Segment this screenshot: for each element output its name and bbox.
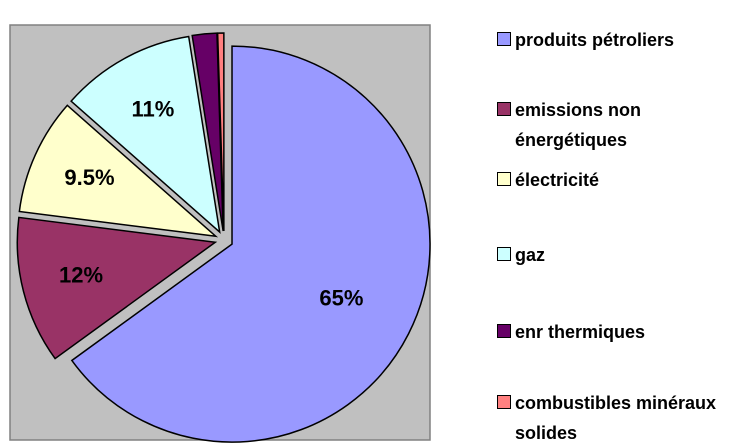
legend-label: enr thermiques [515,322,646,342]
legend-swatch [497,395,511,409]
data-label: 65% [319,286,363,311]
data-label: 9.5% [64,165,114,190]
legend-item: produits pétroliers [497,25,742,55]
legend-item: gaz [497,240,742,270]
legend-label: produits pétroliers [515,30,675,50]
legend-item: électricité [497,165,742,195]
pie-slice [16,216,218,360]
data-label: 12% [59,263,103,288]
legend-label: gaz [515,245,546,265]
data-label: 11% [131,96,174,121]
legend-swatch [497,172,511,186]
pie-slice [18,104,219,238]
pie-slice [70,35,221,235]
legend-label: électricité [515,170,600,190]
legend-swatch [497,102,511,116]
legend-swatch [497,324,511,338]
legend-swatch [497,247,511,261]
legend-label: combustibles minéraux solides [515,393,717,443]
legend-item: combustibles minéraux solides [497,388,742,448]
legend-item: emissions non énergétiques [497,95,742,155]
legend-label: emissions non énergétiques [515,100,642,150]
pie-slice [70,45,431,443]
legend-swatch [497,32,511,46]
legend-item: enr thermiques [497,317,742,347]
pie-slice [216,32,225,232]
